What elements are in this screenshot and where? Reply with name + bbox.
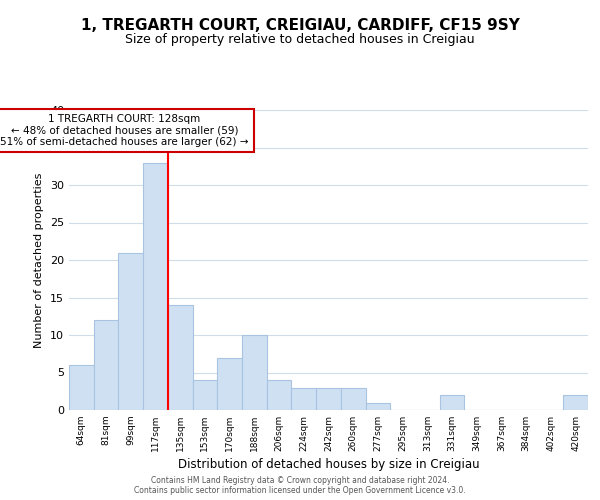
Bar [316,388,341,410]
Bar [193,380,217,410]
Bar [341,388,365,410]
X-axis label: Distribution of detached houses by size in Creigiau: Distribution of detached houses by size … [178,458,479,471]
Y-axis label: Number of detached properties: Number of detached properties [34,172,44,348]
Bar [118,252,143,410]
Text: Contains HM Land Registry data © Crown copyright and database right 2024.
Contai: Contains HM Land Registry data © Crown c… [134,476,466,495]
Bar [440,395,464,410]
Bar [365,402,390,410]
Bar [242,335,267,410]
Text: 1 TREGARTH COURT: 128sqm
← 48% of detached houses are smaller (59)
51% of semi-d: 1 TREGARTH COURT: 128sqm ← 48% of detach… [1,114,249,147]
Bar [267,380,292,410]
Bar [168,305,193,410]
Text: 1, TREGARTH COURT, CREIGIAU, CARDIFF, CF15 9SY: 1, TREGARTH COURT, CREIGIAU, CARDIFF, CF… [80,18,520,32]
Bar [563,395,588,410]
Bar [143,162,168,410]
Bar [69,365,94,410]
Text: Size of property relative to detached houses in Creigiau: Size of property relative to detached ho… [125,32,475,46]
Bar [94,320,118,410]
Bar [217,358,242,410]
Bar [292,388,316,410]
